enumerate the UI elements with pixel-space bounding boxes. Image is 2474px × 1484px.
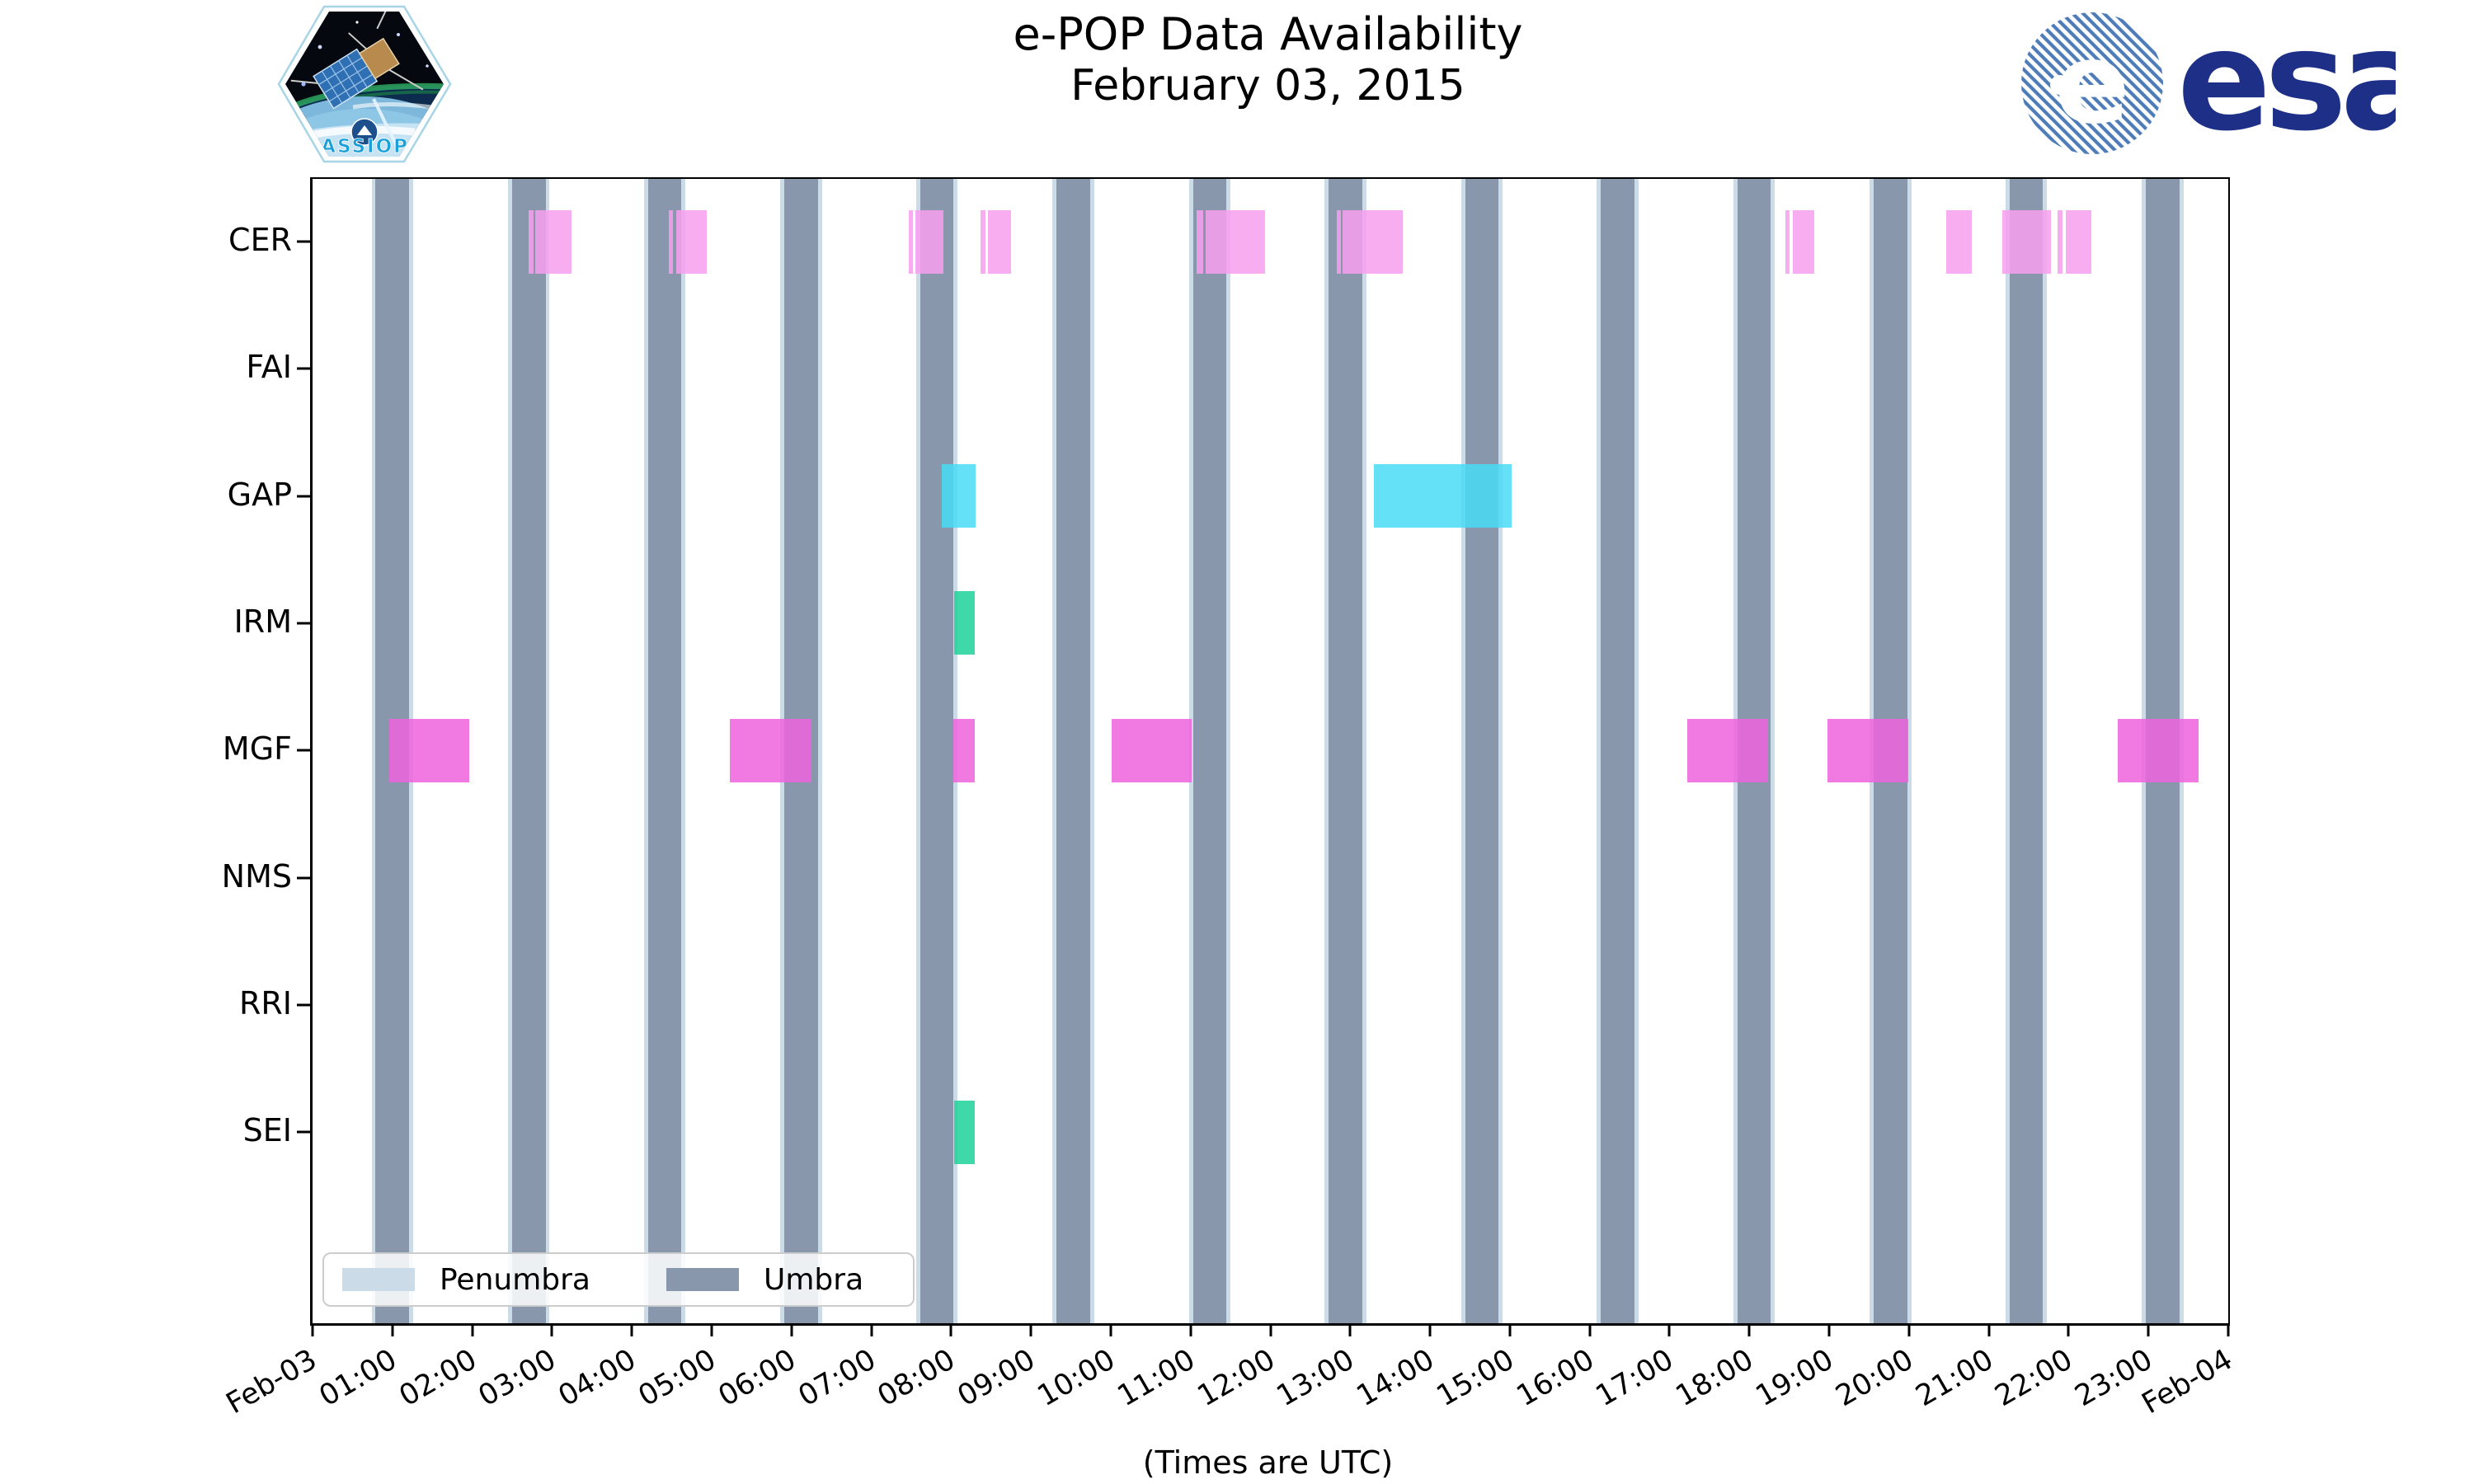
x-axis-tick (1508, 1323, 1512, 1336)
data-bar-cer (535, 209, 571, 274)
x-axis-tick (790, 1323, 793, 1336)
penumbra-legend-swatch (342, 1268, 415, 1291)
y-axis-tick (297, 495, 310, 498)
cassiope-mission-patch: CASSIOPE (277, 5, 452, 163)
x-axis-tick (2067, 1323, 2070, 1336)
x-axis-tick (1588, 1323, 1592, 1336)
data-bar-cer (1946, 209, 1973, 274)
umbra-legend-label: Umbra (764, 1262, 864, 1297)
x-axis-tick (949, 1323, 952, 1336)
data-bar-mgf (1827, 718, 1908, 782)
data-bar-cer (915, 209, 943, 274)
plot-legend: Penumbra Umbra (322, 1252, 915, 1307)
umbra-band (1192, 179, 1227, 1323)
page-title: e-POP Data Availability February 03, 201… (310, 8, 2226, 111)
umbra-legend-swatch (666, 1268, 739, 1291)
esa-globe-icon: e (2021, 12, 2163, 154)
umbra-band (920, 179, 954, 1323)
data-bar-cer (1197, 209, 1204, 274)
y-axis-label-irm: IRM (233, 603, 292, 641)
data-bar-cer (987, 209, 1011, 274)
esa-logo: e esa (2021, 7, 2396, 159)
penumbra-legend-label: Penumbra (440, 1262, 590, 1297)
data-bar-gap (1374, 464, 1512, 528)
data-bar-cer (1206, 209, 1265, 274)
x-axis-tick (1109, 1323, 1112, 1336)
y-axis-label-gap: GAP (227, 476, 292, 513)
data-bar-cer (2065, 209, 2091, 274)
y-axis-tick (297, 1130, 310, 1134)
x-axis-tick (1189, 1323, 1192, 1336)
x-axis-tick (1428, 1323, 1432, 1336)
x-axis-tick (391, 1323, 394, 1336)
title-line-1: e-POP Data Availability (1013, 8, 1523, 60)
y-axis-tick (297, 240, 310, 243)
y-axis-tick (297, 1003, 310, 1007)
data-bar-mgf (1111, 718, 1192, 782)
x-axis-tick (870, 1323, 873, 1336)
x-axis-tick (1747, 1323, 1751, 1336)
x-axis-tick (1029, 1323, 1032, 1336)
data-bar-mgf (1686, 718, 1769, 782)
x-axis-tick (2147, 1323, 2150, 1336)
x-axis-tick (1269, 1323, 1272, 1336)
x-axis-tick (1987, 1323, 1991, 1336)
data-bar-cer (909, 209, 913, 274)
y-axis-tick (297, 876, 310, 880)
data-bar-sei (954, 1100, 976, 1164)
x-axis-tick (311, 1323, 314, 1336)
y-axis-label-rri: RRI (238, 985, 292, 1022)
x-axis-title: (Times are UTC) (1142, 1444, 1394, 1481)
x-axis-tick (1907, 1323, 1911, 1336)
y-axis-label-sei: SEI (242, 1112, 292, 1149)
title-line-2: February 03, 2015 (1070, 60, 1465, 110)
y-axis-tick (297, 622, 310, 625)
umbra-band (1465, 179, 1499, 1323)
data-bar-irm (954, 591, 976, 655)
data-bar-mgf (953, 718, 976, 782)
x-axis-tick (1827, 1323, 1831, 1336)
umbra-band (1601, 179, 1634, 1323)
data-bar-cer (981, 209, 985, 274)
availability-plot-area: Penumbra Umbra CER FAI GAP IRM MGF NMS RRI SEI F… (221, 177, 2238, 1421)
umbra-band (647, 179, 682, 1323)
data-bar-cer (668, 209, 674, 274)
y-axis-label-mgf: MGF (222, 730, 292, 768)
x-axis-tick (630, 1323, 633, 1336)
data-bar-cer (529, 209, 534, 274)
y-axis-label-cer: CER (228, 222, 292, 259)
data-bar-cer (2057, 209, 2062, 274)
x-axis-tick (710, 1323, 713, 1336)
data-bar-cer (1785, 209, 1790, 274)
x-axis-tick (550, 1323, 553, 1336)
data-bar-gap (941, 464, 976, 528)
svg-text:e: e (2054, 19, 2130, 148)
y-axis-label-nms: NMS (221, 857, 292, 895)
y-axis-label-fai: FAI (246, 349, 292, 386)
data-bar-cer (1792, 209, 1814, 274)
umbra-band (511, 179, 546, 1323)
x-axis-tick (1667, 1323, 1671, 1336)
data-bar-cer (676, 209, 708, 274)
data-bar-mgf (730, 718, 811, 782)
y-axis-tick (297, 749, 310, 752)
esa-wordmark: esa (2177, 7, 2396, 159)
y-axis-tick (297, 367, 310, 370)
x-axis-tick (471, 1323, 474, 1336)
data-bar-cer (2002, 209, 2052, 274)
data-bar-mgf (2118, 718, 2199, 782)
umbra-band (1056, 179, 1090, 1323)
umbra-band (2009, 179, 2044, 1323)
umbra-band (1329, 179, 1362, 1323)
data-bar-cer (1342, 209, 1404, 274)
data-bar-cer (1336, 209, 1341, 274)
x-axis-tick (2227, 1323, 2230, 1336)
data-bar-mgf (388, 718, 469, 782)
x-axis-tick (1348, 1323, 1352, 1336)
